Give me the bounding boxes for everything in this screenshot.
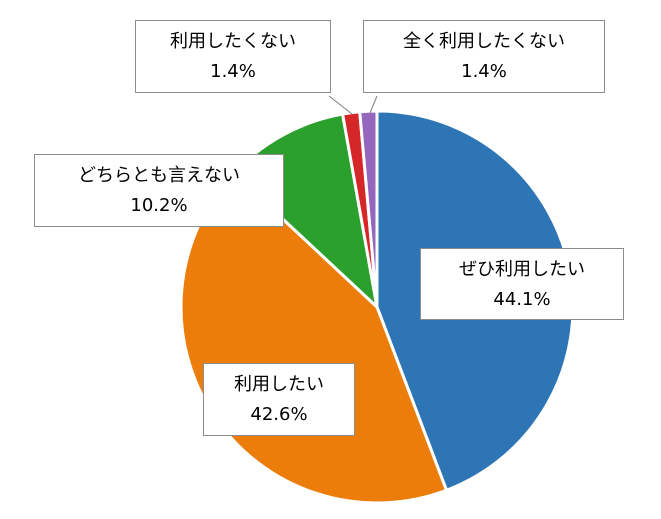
slice-label-want-strongly: ぜひ利用したい 44.1% (420, 248, 624, 320)
slice-label-want: 利用したい 42.6% (203, 363, 355, 436)
pie-slice-strongly-dont-want (358, 109, 379, 309)
slice-value-text: 44.1% (493, 289, 551, 310)
slice-label-dont-want: 利用したくない 1.4% (135, 20, 331, 93)
leader-line-strongly-dont-want (369, 95, 378, 114)
slice-value-text: 1.4% (461, 61, 507, 82)
slice-label-text: どちらとも言えない (78, 165, 240, 186)
slice-label-neutral: どちらとも言えない 10.2% (34, 154, 284, 227)
leader-line-dont-want (328, 95, 353, 115)
leader-lines (328, 95, 378, 115)
slice-label-text: 利用したい (234, 374, 324, 395)
slice-label-strongly-dont-want: 全く利用したくない 1.4% (363, 20, 605, 93)
slice-value-text: 42.6% (250, 404, 308, 425)
slice-value-text: 1.4% (210, 61, 256, 82)
slice-label-text: 全く利用したくない (403, 31, 565, 52)
slice-label-text: 利用したくない (170, 31, 296, 52)
slice-value-text: 10.2% (130, 195, 188, 216)
slice-label-text: ぜひ利用したい (459, 259, 585, 280)
